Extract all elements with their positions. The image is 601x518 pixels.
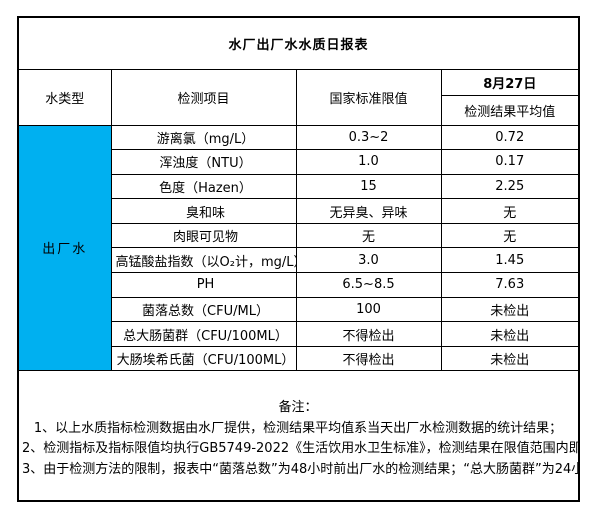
- result-cell: 1.45: [440, 247, 580, 274]
- table-row: 总大肠菌群（CFU/100ML） 不得检出 未检出: [18, 321, 580, 347]
- note-line: 1、以上水质指标检测数据由水厂提供，检测结果平均值系当天出厂水检测数据的统计结果…: [33, 420, 563, 436]
- item-cell: 浑浊度（NTU）: [110, 149, 297, 175]
- standard-cell: 3.0: [295, 247, 442, 274]
- item-cell: 游离氯（mg/L）: [110, 124, 297, 151]
- standard-cell: 0.3~2: [295, 124, 442, 151]
- notes: 备注： 1、以上水质指标检测数据由水厂提供，检测结果平均值系当天出厂水检测数据的…: [17, 370, 580, 502]
- notes-row: 备注： 1、以上水质指标检测数据由水厂提供，检测结果平均值系当天出厂水检测数据的…: [17, 370, 580, 502]
- result-cell: 无: [440, 222, 580, 249]
- result-cell: 0.17: [440, 149, 580, 175]
- title-row: 水厂出厂水水质日报表: [17, 16, 580, 70]
- table-row: 大肠埃希氏菌（CFU/100ML） 不得检出 未检出: [18, 345, 580, 372]
- item-cell: 高锰酸盐指数（以O₂计，mg/L）: [110, 247, 297, 274]
- standard-cell: 15: [295, 173, 442, 200]
- report-title: 水厂出厂水水质日报表: [17, 16, 580, 70]
- col-header-item: 检测项目: [110, 68, 297, 126]
- table-row: PH 6.5~8.5 7.63: [18, 272, 580, 298]
- standard-cell: 6.5~8.5: [295, 272, 442, 298]
- water-quality-table: 水厂出厂水水质日报表 水类型 检测项目 国家标准限值 8月27日 检测结果平均值…: [17, 16, 581, 502]
- standard-cell: 不得检出: [295, 321, 442, 347]
- result-cell: 未检出: [440, 296, 580, 323]
- item-cell: 臭和味: [110, 198, 297, 224]
- item-cell: 总大肠菌群（CFU/100ML）: [110, 321, 297, 347]
- result-cell: 未检出: [440, 321, 580, 347]
- result-cell: 未检出: [440, 345, 580, 372]
- item-cell: 肉眼可见物: [110, 222, 297, 249]
- table-row: 臭和味 无异臭、异味 无: [18, 198, 580, 224]
- item-cell: 大肠埃希氏菌（CFU/100ML）: [110, 345, 297, 372]
- result-cell: 2.25: [440, 173, 580, 200]
- table-row: 浑浊度（NTU） 1.0 0.17: [18, 149, 580, 175]
- table-row: 色度（Hazen） 15 2.25: [18, 173, 580, 200]
- header-row: 水类型 检测项目 国家标准限值 8月27日: [17, 68, 580, 126]
- header-subrow: 检测结果平均值: [18, 94, 580, 126]
- standard-cell: 100: [295, 296, 442, 323]
- table-row: 肉眼可见物 无 无: [18, 222, 580, 249]
- item-cell: 菌落总数（CFU/ML）: [110, 296, 297, 323]
- standard-cell: 不得检出: [295, 345, 442, 372]
- report-date: 8月27日: [440, 68, 580, 96]
- table-row: 出厂水 游离氯（mg/L） 0.3~2 0.72: [17, 124, 580, 372]
- note-line: 2、检测指标及指标限值均执行GB5749-2022《生活饮用水卫生标准》，检测结…: [22, 441, 580, 457]
- standard-cell: 无异臭、异味: [295, 198, 442, 224]
- result-cell: 0.72: [440, 124, 580, 151]
- note-line: 3、由于检测方法的限制，报表中“菌落总数”为48小时前出厂水的检测结果；“总大肠…: [22, 461, 578, 477]
- table-row: 高锰酸盐指数（以O₂计，mg/L） 3.0 1.45: [18, 247, 580, 274]
- report-container: 水厂出厂水水质日报表 水类型 检测项目 国家标准限值 8月27日 检测结果平均值…: [17, 16, 581, 502]
- table-row: 菌落总数（CFU/ML） 100 未检出: [18, 296, 580, 323]
- notes-label: 备注：: [278, 400, 318, 416]
- col-header-result: 检测结果平均值: [440, 94, 580, 126]
- col-header-water-type: 水类型: [17, 68, 112, 126]
- col-header-standard: 国家标准限值: [295, 68, 442, 126]
- item-cell: PH: [110, 272, 297, 298]
- standard-cell: 1.0: [295, 149, 442, 175]
- water-type-cell: 出厂水: [17, 124, 112, 372]
- result-cell: 无: [440, 198, 580, 224]
- result-cell: 7.63: [440, 272, 580, 298]
- item-cell: 色度（Hazen）: [110, 173, 297, 200]
- standard-cell: 无: [295, 222, 442, 249]
